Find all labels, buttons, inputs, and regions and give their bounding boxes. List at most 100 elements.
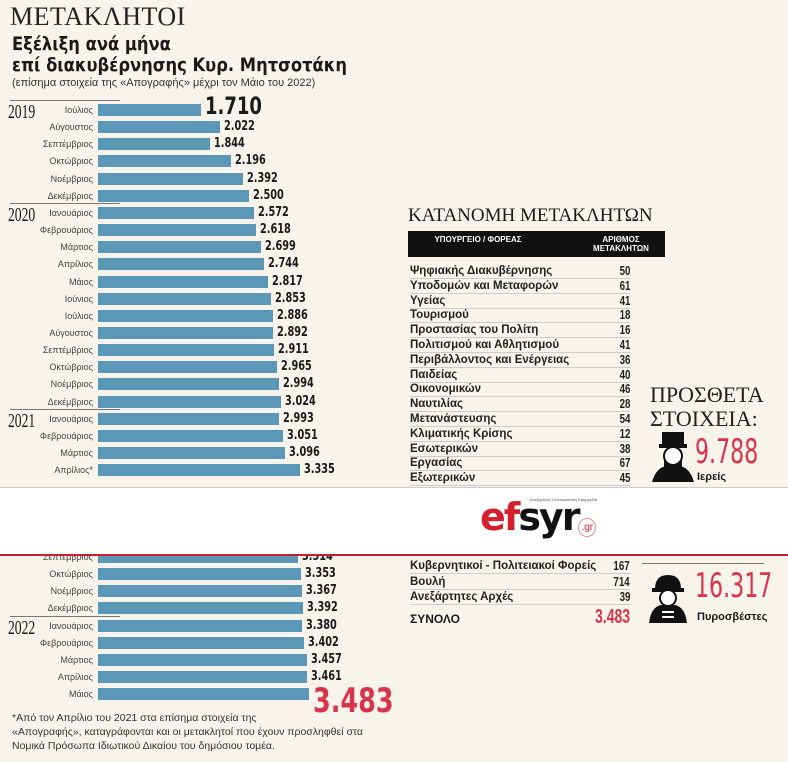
value-label: 2.853 [274, 290, 306, 306]
month-label: Σεπτέμβριος [42, 139, 93, 150]
table-total: ΣΥΝΟΛΟ 3.483 [410, 607, 630, 627]
bar [98, 636, 304, 649]
chart-row: Ιανουάριος 3.380 [0, 617, 400, 633]
chart-row: Οκτώβριος 2.196 [0, 154, 400, 168]
page-title: ΜΕΤΑΚΛΗΤΟΙ [10, 2, 186, 31]
ministry-name: Οικονομικών [410, 383, 481, 396]
month-label: Οκτώβριος [49, 569, 93, 580]
ministry-name: Υγείας [410, 294, 446, 307]
ministry-count: 12 [619, 425, 630, 441]
ministry-name: Πολιτισμού και Αθλητισμού [410, 339, 560, 351]
month-label: Ιούνιος [64, 293, 93, 304]
bar [98, 344, 275, 357]
month-label: Ιανουάριος [49, 413, 93, 424]
bar [98, 361, 278, 374]
value-label: 2.993 [283, 410, 314, 426]
table-row: Εσωτερικών 38 [410, 441, 630, 457]
month-label: Ιούλιος [64, 105, 93, 115]
total-label: ΣΥΝΟΛΟ [410, 612, 460, 626]
logo-tagline: Ανεξάρτητη Συνεταιριστική Εφημερίδα [530, 497, 598, 502]
firefighters-label: Πυροσβέστες [697, 611, 768, 623]
chart-row: Οκτώβριος 2.965 [0, 360, 400, 374]
ad-banner[interactable]: efsyr .gr Ανεξάρτητη Συνεταιριστική Εφημε… [0, 487, 788, 556]
year-label: 2020 [8, 203, 36, 226]
priests-value: 9.788 [695, 432, 759, 472]
bar [98, 275, 269, 288]
chart-row: Απρίλιος* 3.335 [0, 463, 400, 477]
extra-title-line1: ΠΡΟΣΘΕΤΑ [650, 382, 764, 407]
extra-title-line2: ΣΤΟΙΧΕΙΑ: [650, 406, 758, 431]
subtitle-line1: Εξέλιξη ανά μήνα [12, 33, 171, 55]
footnote-text: *Από τον Απρίλιο του 2021 στα επίσημα στ… [12, 712, 363, 752]
ministry-count: 167 [613, 558, 630, 573]
chart-row: Ιανουάριος 2.572 [0, 205, 400, 220]
ministry-name: Τουρισμού [410, 309, 469, 322]
total-value: 3.483 [594, 606, 630, 628]
value-label: 2.618 [260, 222, 292, 238]
year-label: 2021 [8, 409, 36, 432]
ministry-count: 40 [619, 366, 630, 382]
month-label: Φεβρουάριος [39, 430, 93, 441]
table-row: Μετανάστευσης 54 [410, 412, 630, 427]
value-label: 2.965 [281, 359, 313, 375]
month-label: Οκτώβριος [49, 156, 93, 167]
chart-row: Αύγουστος 2.892 [0, 324, 400, 340]
ministry-count: 41 [619, 337, 630, 352]
table-header: ΥΠΟΥΡΓΕΙΟ / ΦΟΡΕΑΣ ΑΡΙΘΜΟΣ ΜΕΤΑΚΛΗΤΩΝ [408, 231, 665, 257]
table-row: Εργασίας 67 [410, 456, 630, 472]
chart-row: Δεκέμβριος 3.024 [0, 394, 400, 409]
chart-row: Φεβρουάριος 3.402 [0, 635, 400, 650]
subtitle-line2: επί διακυβέρνησης Κυρ. Μητσοτάκη [12, 54, 347, 76]
value-label: 3.367 [305, 583, 337, 599]
value-label: 3.380 [306, 617, 338, 633]
ministry-count: 41 [619, 292, 630, 308]
value-label: 2.994 [283, 376, 314, 392]
value-label: 2.022 [224, 119, 256, 135]
chart-row: Απρίλιος 3.461 [0, 670, 400, 684]
year-separator [10, 202, 120, 204]
efsyr-logo[interactable]: efsyr .gr Ανεξάρτητη Συνεταιριστική Εφημε… [480, 495, 598, 539]
table-row: Προστασίας του Πολίτη 16 [410, 323, 630, 339]
ministry-count: 54 [619, 411, 630, 426]
year-separator [10, 615, 120, 617]
value-label: 2.817 [272, 273, 304, 289]
priests-label: Ιερείς [697, 471, 727, 483]
month-label: Μάρτιος [60, 654, 93, 665]
value-label: 2.744 [268, 256, 299, 272]
value-label: 2.911 [278, 342, 309, 358]
bar [98, 121, 221, 134]
ministry-name: Ναυτιλίας [410, 398, 464, 411]
bar [98, 619, 303, 632]
bar [98, 172, 243, 185]
month-label: Αύγουστος [49, 327, 93, 338]
table-title: ΚΑΤΑΝΟΜΗ ΜΕΤΑΚΛΗΤΩΝ [408, 205, 653, 226]
bar [98, 585, 302, 598]
bar [98, 568, 301, 581]
table-row: Περιβάλλοντος και Ενέργειας 36 [410, 352, 630, 368]
bar [98, 309, 273, 322]
value-label: 1.844 [213, 136, 245, 152]
bar [98, 447, 286, 459]
table-row: Υγείας 41 [410, 292, 630, 309]
subtitle: Εξέλιξη ανά μήνα επί διακυβέρνησης Κυρ. Μ… [12, 34, 347, 76]
table-row: Πολιτισμού και Αθλητισμού 41 [410, 338, 630, 353]
value-label: 3.392 [307, 600, 339, 616]
value-label: 2.500 [253, 187, 285, 203]
value-label: 2.892 [276, 324, 308, 340]
value-label: 3.353 [304, 566, 336, 582]
month-label: Απρίλιος [57, 259, 93, 270]
value-label: 2.886 [276, 307, 308, 323]
month-label: Φεβρουάριος [39, 225, 93, 236]
table-row: Υποδομών και Μεταφορών 61 [410, 278, 630, 294]
ministry-count: 28 [619, 396, 630, 412]
ministry-count: 45 [619, 470, 630, 486]
priest-icon [652, 432, 694, 482]
month-label: Μάρτιος [60, 448, 93, 458]
chart-row: Νοέμβριος 2.994 [0, 377, 400, 391]
month-label: Νοέμβριος [50, 173, 93, 184]
chart-row: Μάρτιος 3.457 [0, 652, 400, 667]
bar [98, 224, 257, 237]
bar [98, 292, 271, 305]
ministry-name: Παιδείας [410, 368, 458, 381]
value-label: 3.096 [289, 445, 321, 460]
